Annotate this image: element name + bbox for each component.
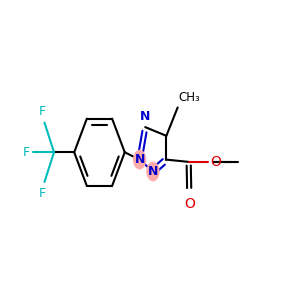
Text: CH₃: CH₃ [179, 91, 201, 104]
Text: ethyl: ethyl [236, 161, 239, 163]
Text: F: F [38, 105, 46, 118]
Circle shape [147, 162, 159, 181]
Text: O: O [184, 197, 195, 211]
Text: F: F [38, 187, 46, 200]
Text: F: F [23, 146, 30, 159]
Text: O: O [210, 155, 221, 169]
Circle shape [134, 151, 146, 169]
Text: N: N [140, 110, 150, 124]
Text: N: N [148, 165, 158, 178]
Text: N: N [134, 153, 145, 166]
